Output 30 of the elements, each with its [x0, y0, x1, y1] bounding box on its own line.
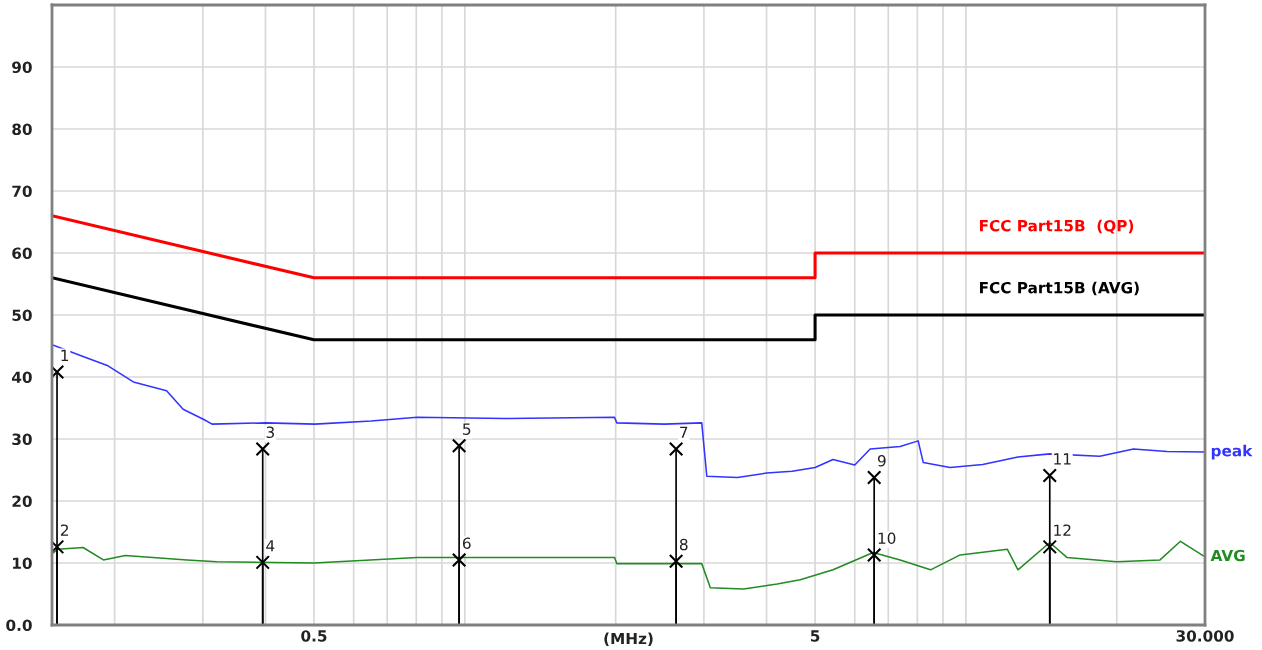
annotation: 2 — [60, 524, 68, 536]
y-tick-label: 60 — [12, 247, 32, 260]
annotation: 1 — [61, 349, 69, 361]
y-tick-label: 0.0 — [6, 619, 32, 632]
y-tick-label: 10 — [13, 557, 32, 570]
annotation: 9 — [877, 454, 886, 467]
y-tick-label: 70 — [12, 185, 32, 198]
y-tick-label: 50 — [12, 309, 32, 322]
x-tick-label: 5 — [810, 630, 820, 642]
annotation: 6 — [462, 537, 471, 550]
annotation: 10 — [878, 532, 896, 545]
y-tick-label: 20 — [12, 495, 32, 508]
y-tick-label: 40 — [11, 371, 32, 384]
y-tick-label: 80 — [12, 123, 32, 136]
series-label: FCC Part15B (QP) — [980, 219, 1134, 234]
x-tick-label: 0.5 — [301, 630, 327, 642]
annotation: 3 — [266, 426, 274, 439]
annotation: 7 — [680, 426, 688, 438]
series-label: peak — [1211, 444, 1253, 460]
x-axis-title: (MHz) — [604, 632, 653, 647]
annotation: 5 — [463, 423, 471, 435]
annotation: 8 — [679, 538, 688, 551]
series-label: FCC Part15B (AVG) — [980, 281, 1139, 296]
annotation: 4 — [266, 540, 275, 552]
annotation: 11 — [1054, 453, 1071, 465]
series-label: AVG — [1210, 549, 1245, 562]
y-tick-label: 90 — [12, 61, 32, 74]
y-tick-label: 30 — [12, 433, 32, 446]
annotation: 12 — [1054, 524, 1071, 536]
x-tick-label: 30.000 — [1176, 630, 1234, 642]
